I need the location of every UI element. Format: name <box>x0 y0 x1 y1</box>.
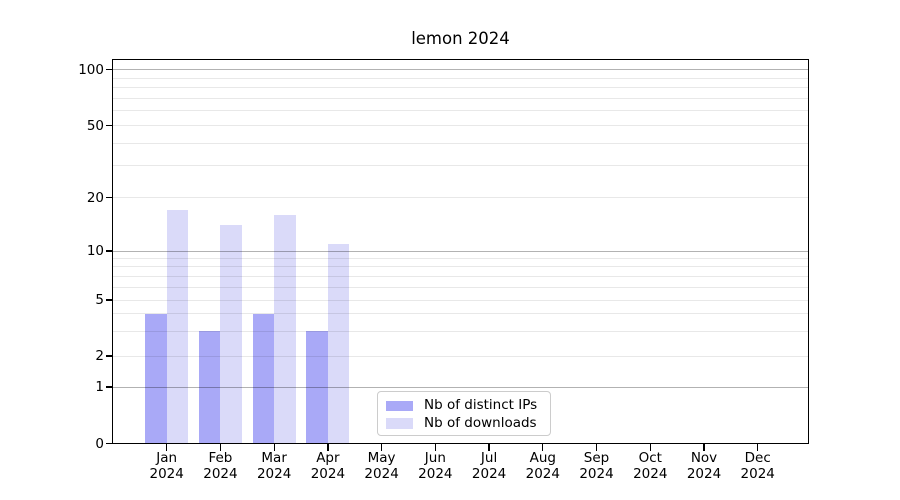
y-gridline-minor-5 <box>113 299 808 301</box>
legend-swatch-distinct-ips <box>386 400 413 411</box>
x-tick-label-oct: Oct 2024 <box>633 450 668 482</box>
x-tick-jun <box>434 444 436 451</box>
y-gridline-minor-3 <box>113 330 808 332</box>
bar-feb-nb-of-downloads <box>220 225 242 444</box>
y-gridline-minor-40 <box>113 142 808 144</box>
x-tick-label-jun: Jun 2024 <box>418 450 453 482</box>
y-gridline-minor-90 <box>113 77 808 79</box>
bar-mar-nb-of-distinct-ips <box>252 313 275 444</box>
y-tick-label-1: 1 <box>95 379 104 395</box>
plot-area <box>112 59 809 444</box>
x-tick-oct <box>649 444 651 451</box>
y-tick-50 <box>105 124 113 127</box>
x-tick-label-dec: Dec 2024 <box>740 450 775 482</box>
legend-label-distinct-ips: Nb of distinct IPs <box>424 397 538 413</box>
legend-swatch-downloads <box>386 418 413 429</box>
y-gridline-minor-9 <box>113 257 808 259</box>
y-tick-label-5: 5 <box>95 292 104 308</box>
y-tick-5 <box>105 299 113 301</box>
y-gridline-minor-30 <box>113 165 808 167</box>
x-tick-jul <box>488 444 490 451</box>
bar-mar-nb-of-downloads <box>274 214 296 444</box>
bar-feb-nb-of-distinct-ips <box>199 331 221 444</box>
y-tick-100 <box>105 68 113 71</box>
x-tick-feb <box>219 444 222 451</box>
y-tick-20 <box>105 196 113 199</box>
legend-label-downloads: Nb of downloads <box>424 414 537 431</box>
y-tick-label-20: 20 <box>86 189 104 206</box>
y-gridline-minor-4 <box>113 313 808 315</box>
x-tick-label-jul: Jul 2024 <box>471 450 507 482</box>
y-tick-label-0: 0 <box>95 435 104 452</box>
y-gridline-minor-8 <box>113 266 808 268</box>
chart-title: lemon 2024 <box>411 29 510 48</box>
y-gridline-minor-80 <box>113 87 808 89</box>
bar-jan-nb-of-distinct-ips <box>145 313 167 444</box>
y-tick-2 <box>105 355 113 357</box>
x-tick-mar <box>273 444 275 451</box>
y-gridline-minor-70 <box>113 97 808 99</box>
bar-apr-nb-of-downloads <box>327 243 350 444</box>
y-tick-label-50: 50 <box>86 117 104 134</box>
y-gridline-major-100 <box>113 69 808 70</box>
y-gridline-minor-7 <box>113 275 808 277</box>
x-tick-label-may: May 2024 <box>364 450 399 482</box>
x-tick-label-sep: Sep 2024 <box>579 450 614 482</box>
x-tick-nov <box>703 444 705 451</box>
x-tick-label-feb: Feb 2024 <box>203 450 238 482</box>
y-gridline-minor-6 <box>113 286 808 288</box>
x-tick-may <box>380 444 383 451</box>
y-tick-0 <box>105 442 113 445</box>
bar-apr-nb-of-distinct-ips <box>306 331 328 444</box>
x-tick-label-nov: Nov 2024 <box>686 450 722 482</box>
y-gridline-minor-2 <box>113 355 808 357</box>
x-tick-jan <box>166 444 168 451</box>
y-gridline-minor-60 <box>113 110 808 112</box>
x-tick-apr <box>327 444 329 451</box>
bar-jan-nb-of-downloads <box>166 210 189 444</box>
x-tick-sep <box>595 444 598 451</box>
y-tick-10 <box>105 250 113 252</box>
x-tick-label-jan: Jan 2024 <box>149 450 184 482</box>
y-gridline-major-10 <box>113 250 808 252</box>
y-tick-label-10: 10 <box>86 243 104 259</box>
x-tick-aug <box>542 444 544 451</box>
x-tick-label-mar: Mar 2024 <box>256 450 292 482</box>
y-gridline-minor-20 <box>113 197 808 198</box>
x-tick-label-aug: Aug 2024 <box>525 450 560 482</box>
y-tick-label-2: 2 <box>95 348 104 364</box>
y-gridline-major-1 <box>113 386 808 388</box>
x-tick-label-apr: Apr 2024 <box>310 450 346 482</box>
legend: Nb of distinct IPs Nb of downloads <box>377 391 551 436</box>
y-tick-1 <box>105 386 113 388</box>
y-tick-label-100: 100 <box>78 61 104 78</box>
x-tick-dec <box>757 444 759 451</box>
y-gridline-minor-50 <box>113 125 808 126</box>
